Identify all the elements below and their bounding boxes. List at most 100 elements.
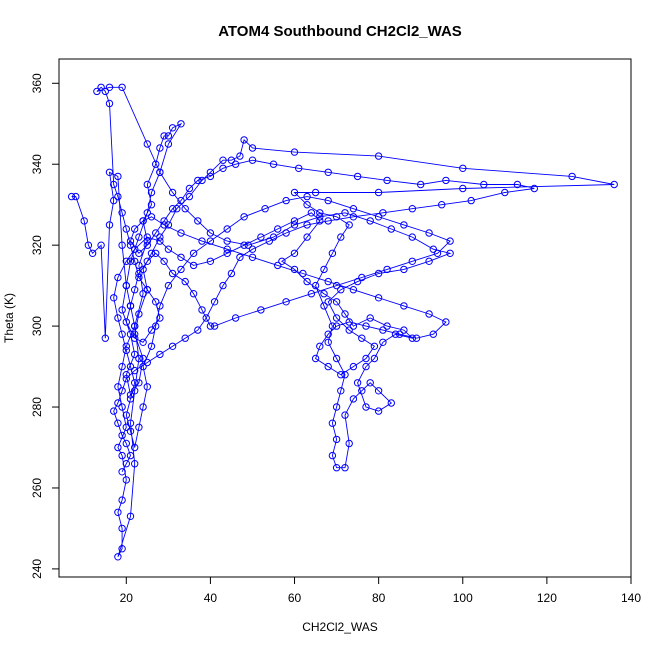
data-point	[118, 330, 126, 338]
data-point	[383, 176, 391, 185]
data-point	[210, 298, 219, 306]
data-point	[105, 99, 114, 108]
data-point	[303, 233, 311, 241]
data-point	[147, 342, 156, 350]
data-point	[223, 237, 231, 245]
data-point	[459, 184, 467, 193]
data-point	[408, 257, 416, 265]
data-point	[374, 152, 383, 160]
y-tick-label: 360	[30, 73, 44, 93]
x-tick-label: 140	[621, 591, 641, 605]
data-point	[442, 318, 450, 326]
data-point	[118, 524, 126, 533]
data-point	[227, 269, 236, 278]
data-point	[126, 427, 135, 435]
data-point	[126, 391, 135, 399]
data-point	[236, 253, 244, 261]
data-point	[341, 209, 349, 217]
data-point	[152, 322, 160, 330]
data-point	[341, 411, 349, 419]
data-point	[122, 411, 131, 419]
x-axis: 20 40 60 80 100 120 140	[120, 576, 641, 605]
data-point	[391, 330, 400, 338]
data-point	[513, 180, 522, 189]
data-point	[131, 257, 139, 265]
data-point	[135, 379, 143, 387]
data-point	[248, 144, 257, 152]
data-point	[341, 310, 349, 318]
data-point	[467, 196, 475, 205]
data-point	[353, 277, 362, 286]
data-point	[379, 209, 387, 217]
data-point	[101, 87, 110, 96]
data-point	[143, 257, 152, 265]
data-point	[290, 221, 299, 229]
data-point	[131, 322, 139, 330]
data-point	[324, 298, 332, 306]
data-point	[345, 439, 353, 448]
data-point	[139, 354, 147, 363]
data-point	[274, 225, 282, 233]
data-point	[324, 330, 332, 338]
data-point	[290, 249, 299, 258]
data-point	[164, 245, 173, 253]
data-point	[194, 217, 202, 225]
data-point	[131, 330, 139, 338]
data-point	[358, 334, 366, 342]
data-point	[122, 346, 131, 355]
data-point	[202, 314, 210, 322]
data-point	[328, 451, 337, 460]
data-point	[248, 253, 257, 261]
data-point	[160, 217, 168, 225]
data-point	[177, 253, 185, 261]
y-tick-label: 300	[30, 316, 44, 336]
data-point	[480, 180, 488, 189]
data-point	[332, 403, 341, 411]
data-point	[135, 249, 143, 258]
data-point	[118, 209, 126, 217]
data-point	[379, 338, 387, 346]
data-point	[387, 225, 395, 233]
data-point	[143, 383, 152, 391]
data-point	[185, 184, 194, 193]
data-point	[290, 188, 299, 197]
data-point	[219, 156, 227, 164]
data-point	[118, 241, 126, 249]
data-point	[80, 217, 88, 225]
data-point	[156, 350, 164, 359]
data-point	[236, 152, 244, 160]
x-tick-label: 100	[453, 591, 473, 605]
data-point	[328, 419, 337, 427]
data-point	[353, 379, 362, 387]
data-point	[135, 310, 143, 318]
data-point	[114, 383, 122, 391]
data-point	[374, 213, 383, 221]
data-point	[101, 334, 110, 342]
data-point	[303, 221, 311, 229]
data-point	[530, 184, 538, 193]
data-point	[324, 338, 332, 346]
data-point	[152, 298, 160, 306]
data-point	[345, 326, 353, 334]
data-point	[118, 451, 126, 460]
data-point	[278, 257, 286, 265]
data-point	[320, 265, 328, 274]
data-point	[105, 83, 114, 92]
data-point	[337, 387, 345, 395]
data-point	[118, 83, 126, 92]
data-point	[135, 261, 143, 270]
data-point	[118, 431, 126, 440]
data-point	[194, 176, 202, 185]
data-point	[244, 241, 253, 249]
data-point	[374, 387, 383, 395]
data-point	[240, 213, 248, 221]
data-point	[122, 460, 131, 468]
data-point	[147, 326, 156, 334]
data-point	[425, 310, 433, 318]
data-point	[408, 205, 416, 213]
data-point	[328, 249, 337, 258]
data-point	[374, 188, 383, 197]
data-point	[131, 225, 139, 233]
data-point	[139, 338, 147, 346]
data-point	[337, 286, 345, 294]
